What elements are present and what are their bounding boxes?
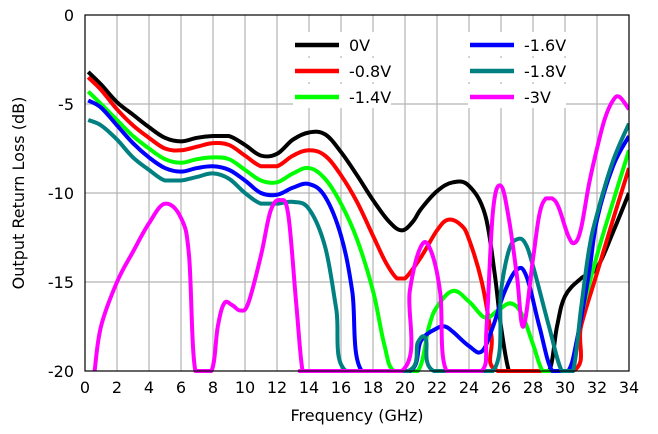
x-tick-label: 8 [208,378,218,397]
x-tick-label: 32 [587,378,607,397]
x-tick-label: 20 [395,378,415,397]
y-tick-label: -15 [48,273,74,292]
axis-ticks: 0 2 4 6 8 10 12 14 16 18 20 22 24 26 28 30 32 340-5-10-15… [48,6,639,397]
x-tick-label: 4 [144,378,154,397]
legend-item: 0V [293,32,391,56]
legend-label: -0.8V [349,62,391,81]
legend-label: 0V [349,36,370,55]
y-tick-label: -20 [48,362,74,381]
y-axis-label: Output Return Loss (dB) [9,97,28,290]
y-tick-label: 0 [64,6,74,25]
legend-label: -1.4V [349,88,391,107]
legend-label: -1.6V [524,36,566,55]
x-tick-label: 34 [619,378,639,397]
x-tick-label: 12 [267,378,287,397]
x-tick-label: 6 [176,378,186,397]
x-tick-label: 22 [427,378,447,397]
x-tick-label: 26 [491,378,511,397]
legend-label: -3V [524,88,551,107]
x-tick-label: 28 [523,378,543,397]
y-tick-label: -5 [58,95,74,114]
x-tick-label: 30 [555,378,575,397]
x-tick-label: 2 [112,378,122,397]
x-tick-label: 0 [80,378,90,397]
x-axis-label: Frequency (GHz) [290,406,423,425]
legend-item: -0.8V [293,58,391,82]
legend: 0V -0.8V -1.4V -1.6V -1.8V -3V [293,32,566,108]
x-tick-label: 18 [363,378,383,397]
y-tick-label: -10 [48,184,74,203]
legend-item: -1.4V [293,84,391,108]
series-line-1 [86,75,629,373]
plot-frame [84,14,630,372]
legend-label: -1.8V [524,62,566,81]
x-tick-label: 14 [299,378,319,397]
plot-area [86,70,629,373]
legend-item: -1.6V [468,32,566,56]
x-tick-label: 24 [459,378,479,397]
x-tick-label: 10 [235,378,255,397]
legend-item: -1.8V [468,58,566,82]
legend-item: -3V [468,84,566,108]
x-tick-label: 16 [331,378,351,397]
